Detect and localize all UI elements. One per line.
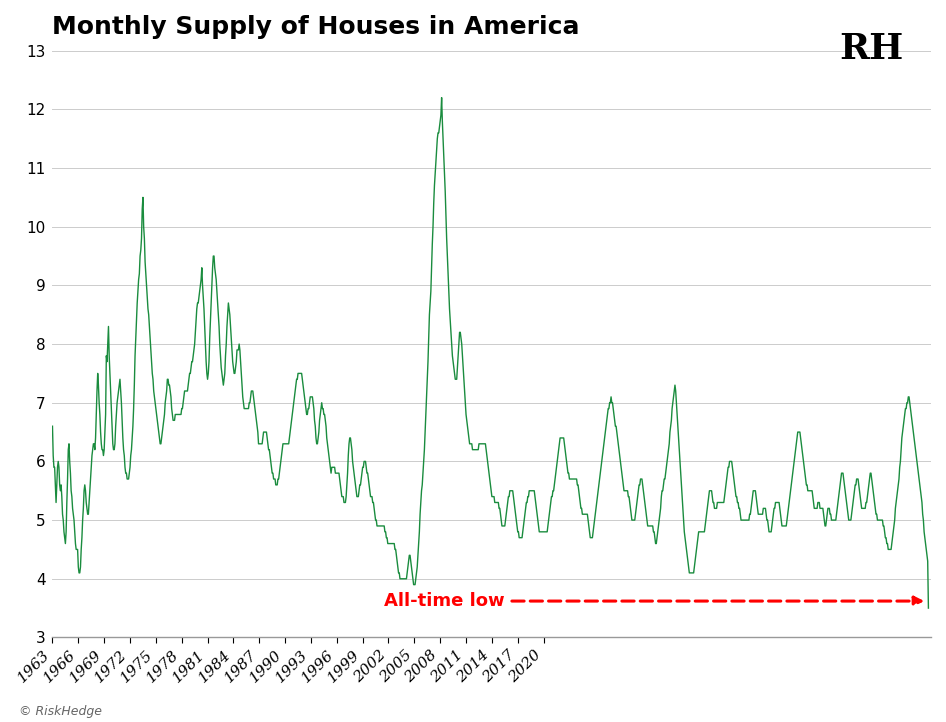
Text: Monthly Supply of Houses in America: Monthly Supply of Houses in America (52, 15, 580, 39)
Text: RH: RH (839, 32, 903, 66)
Text: All-time low: All-time low (384, 592, 505, 610)
Text: © RiskHedge: © RiskHedge (19, 705, 102, 718)
